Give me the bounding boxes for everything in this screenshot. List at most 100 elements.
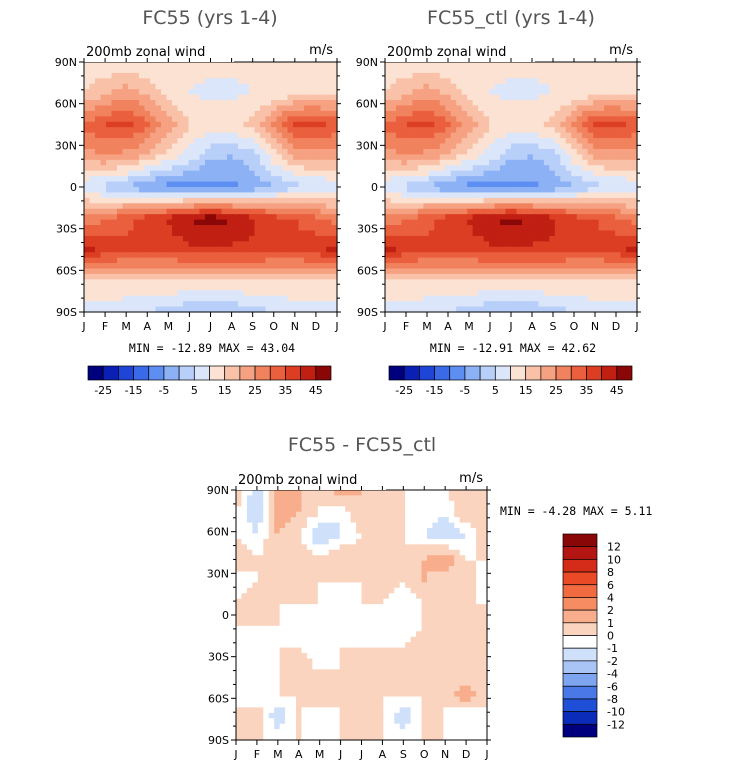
field-cell [410,517,417,524]
field-cell [183,290,190,297]
field-cell [593,279,600,286]
field-cell [177,116,184,123]
field-cell [549,208,556,215]
field-cell [331,154,338,161]
field-cell [410,506,417,513]
field-cell [89,100,96,107]
field-cell [406,208,413,215]
field-cell [177,121,184,128]
field-cell [271,138,278,145]
field-cell [260,138,267,145]
field-cell [470,544,477,551]
field-cell [500,230,507,237]
field-cell [210,181,217,188]
field-cell [276,67,283,74]
field-cell [593,138,600,145]
field-cell [437,538,444,545]
field-cell [194,187,201,194]
field-cell [285,517,292,524]
field-cell [326,197,333,204]
field-cell [428,208,435,215]
field-cell [326,257,333,264]
field-cell [227,181,234,188]
field-cell [216,143,223,150]
field-cell [428,138,435,145]
field-cell [188,203,195,210]
field-cell [194,306,201,313]
field-cell [271,154,278,161]
field-cell [483,235,490,242]
field-cell [271,290,278,297]
field-cell [576,290,583,297]
field-cell [412,219,419,226]
field-cell [183,78,190,85]
field-cell [161,72,168,79]
field-cell [122,203,129,210]
field-cell [406,214,413,221]
field-cell [128,105,135,112]
field-cell [467,252,474,259]
field-cell [89,235,96,242]
field-cell [532,230,539,237]
field-cell [276,306,283,313]
field-cell [538,83,545,90]
colorbar-label: 5 [492,384,499,397]
field-cell [334,533,341,540]
field-cell [532,110,539,117]
field-cell [560,235,567,242]
field-cell [309,176,316,183]
field-cell [265,154,272,161]
field-cell [254,284,261,291]
x-tick-label: J [187,320,191,333]
field-cell [194,132,201,139]
field-cell [205,235,212,242]
field-cell [576,110,583,117]
field-cell [423,132,430,139]
field-cell [401,252,408,259]
field-cell [467,192,474,199]
field-cell [194,263,201,270]
field-cell [84,301,91,308]
field-cell [205,279,212,286]
field-cell [238,165,245,172]
field-cell [366,528,374,535]
field-cell [626,306,633,313]
field-cell [472,67,479,74]
field-cell [467,127,474,134]
field-cell [390,284,397,291]
field-cell [620,268,627,275]
field-cell [461,100,468,107]
field-cell [210,89,217,96]
field-cell [631,89,638,96]
x-tick-label: O [570,320,579,333]
field-cell [249,143,256,150]
field-cell [426,522,434,529]
field-cell [106,100,113,107]
field-cell [483,284,490,291]
field-cell [205,203,212,210]
field-cell [505,203,512,210]
colorbar-label: 35 [278,384,292,397]
field-cell [188,62,195,69]
field-cell [279,511,286,518]
field-cell [221,225,228,232]
field-cell [133,62,140,69]
field-cell [388,533,395,540]
field-cell [554,83,561,90]
field-cell [467,170,474,177]
field-cell [177,241,184,248]
field-cell [456,67,463,74]
field-cell [309,143,316,150]
field-cell [434,89,441,96]
field-cell [350,495,357,502]
field-cell [598,187,605,194]
field-cell [385,121,392,128]
field-cell [593,230,600,237]
field-cell [626,165,633,172]
field-cell [236,533,243,540]
field-cell [571,279,578,286]
field-cell [511,121,518,128]
field-cell [500,170,507,177]
field-cell [268,549,275,556]
field-cell [434,94,441,101]
